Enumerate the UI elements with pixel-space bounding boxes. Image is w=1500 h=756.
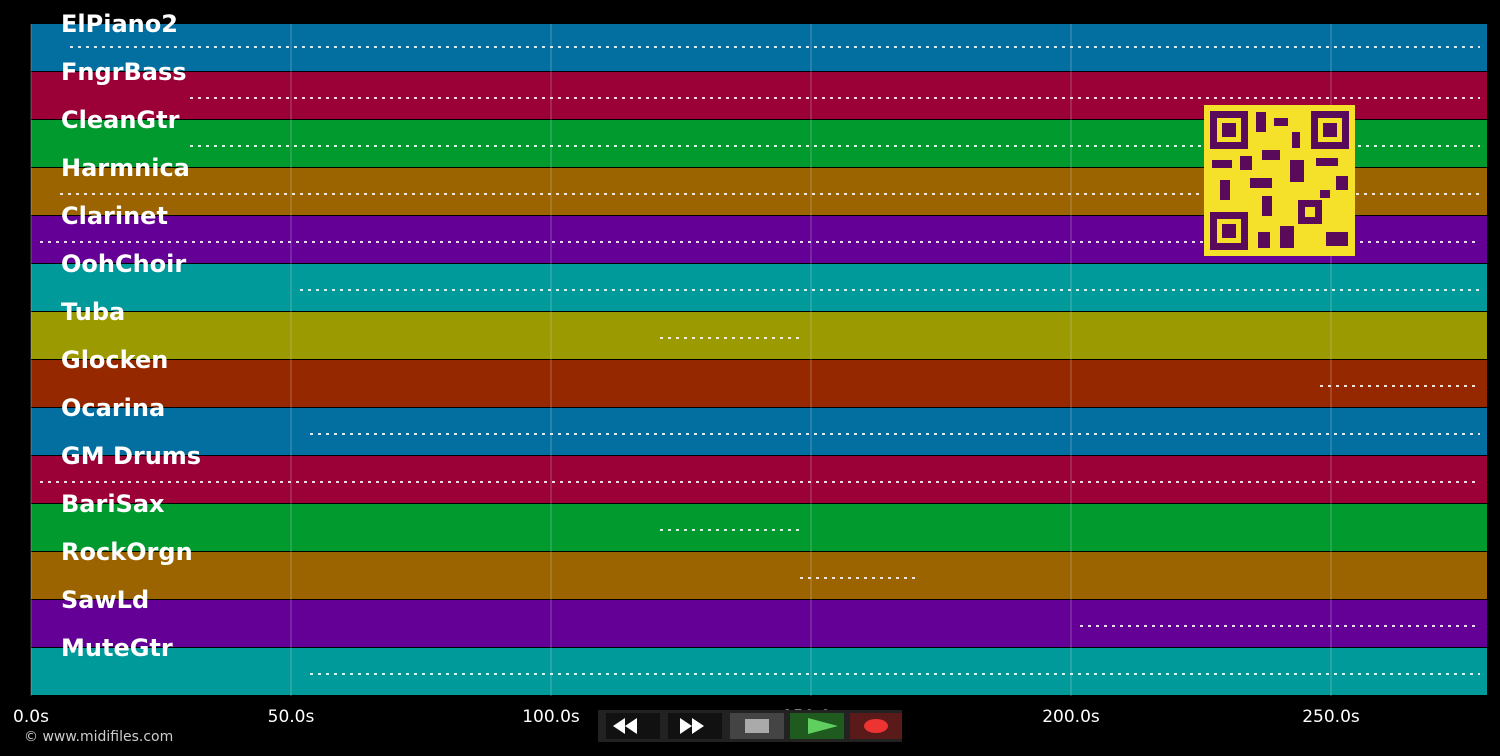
qr-code: [1204, 105, 1355, 256]
track-label: Glocken: [61, 346, 168, 374]
x-tick-label: 100.0s: [522, 707, 580, 727]
x-tick-label: 200.0s: [1042, 707, 1100, 727]
transport-controls: [598, 710, 902, 742]
track-label: FngrBass: [61, 58, 187, 86]
track-label: SawLd: [61, 586, 149, 614]
track-lane: [31, 360, 1487, 407]
track-lane: [31, 552, 1487, 599]
footer: © www.midifiles.com: [24, 729, 173, 745]
track-label: Clarinet: [61, 202, 168, 230]
track-label: GM Drums: [61, 442, 201, 470]
labels: ElPiano2 FngrBass CleanGtr Harmnica Clarinet…: [61, 10, 201, 662]
track-label: RockOrgn: [61, 538, 193, 566]
track-label: Ocarina: [61, 394, 165, 422]
track-label: CleanGtr: [61, 106, 180, 134]
track-label: OohChoir: [61, 250, 186, 278]
track-label: BariSax: [61, 490, 165, 518]
track-label: Harmnica: [61, 154, 190, 182]
x-tick-label: 50.0s: [268, 707, 315, 727]
track-lane: [31, 264, 1487, 311]
track-lane: [31, 456, 1487, 503]
track-label: MuteGtr: [61, 634, 173, 662]
track-lane: [31, 648, 1487, 695]
record-button[interactable]: [850, 713, 902, 739]
rewind-button[interactable]: [606, 713, 660, 739]
forward-button[interactable]: [668, 713, 722, 739]
x-tick-label: 250.0s: [1302, 707, 1360, 727]
track-lane: [31, 312, 1487, 359]
stop-button[interactable]: [730, 713, 784, 739]
track-label: Tuba: [61, 298, 125, 326]
track-lane: [31, 504, 1487, 551]
track-lane: [31, 408, 1487, 455]
play-button[interactable]: [790, 713, 844, 739]
track-lane: [31, 600, 1487, 647]
x-tick-label: 0.0s: [13, 707, 49, 727]
track-label: ElPiano2: [61, 10, 178, 38]
